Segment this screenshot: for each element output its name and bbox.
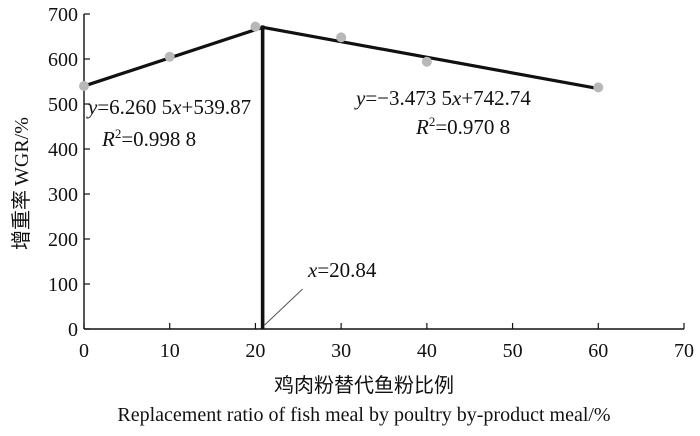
x-tick-label: 0 bbox=[79, 340, 89, 362]
x-tick-label: 10 bbox=[160, 340, 180, 362]
data-point bbox=[421, 56, 432, 67]
x-tick-label: 30 bbox=[331, 340, 351, 362]
data-points bbox=[79, 21, 604, 93]
y-tick-label: 400 bbox=[48, 139, 78, 161]
y-axis-title-en: WGR/% bbox=[11, 117, 33, 186]
data-point bbox=[250, 21, 261, 32]
breakpoint-label: x=20.84 bbox=[307, 258, 377, 282]
x-tick-label: 60 bbox=[588, 340, 608, 362]
data-point bbox=[593, 82, 604, 93]
y-tick-label: 300 bbox=[48, 184, 78, 206]
fit-left-r2: R2=0.998 8 bbox=[101, 126, 196, 151]
fit-line-right bbox=[261, 25, 600, 91]
y-axis-title-cn: 增重率 bbox=[9, 190, 33, 250]
y-tick-label: 500 bbox=[48, 94, 78, 116]
y-tick-label: 0 bbox=[68, 319, 78, 341]
fit-right-r2: R2=0.970 8 bbox=[415, 114, 510, 139]
x-tick-label: 70 bbox=[674, 340, 694, 362]
tick-marks bbox=[83, 13, 685, 330]
y-tick-label: 200 bbox=[48, 229, 78, 251]
fit-right-equation: y=−3.473 5x+742.74 bbox=[354, 86, 531, 110]
y-axis-title: 增重率 WGR/% bbox=[9, 117, 33, 250]
data-point bbox=[164, 51, 175, 62]
data-point bbox=[79, 81, 89, 91]
breakpoint-marker bbox=[260, 25, 303, 329]
y-tick-label: 700 bbox=[48, 4, 78, 26]
x-axis-title-en: Replacement ratio of fish meal by poultr… bbox=[117, 404, 610, 426]
data-point bbox=[336, 32, 347, 43]
y-tick-label: 600 bbox=[48, 49, 78, 71]
x-axis-title-cn: 鸡肉粉替代鱼粉比例 bbox=[274, 373, 454, 397]
x-tick-label: 40 bbox=[417, 340, 437, 362]
breakpoint-leader bbox=[264, 288, 303, 326]
x-tick-label: 50 bbox=[503, 340, 523, 362]
fit-left-equation: y=6.260 5x+539.87 bbox=[86, 95, 251, 119]
x-tick-label: 20 bbox=[245, 340, 265, 362]
y-tick-label: 100 bbox=[48, 274, 78, 296]
